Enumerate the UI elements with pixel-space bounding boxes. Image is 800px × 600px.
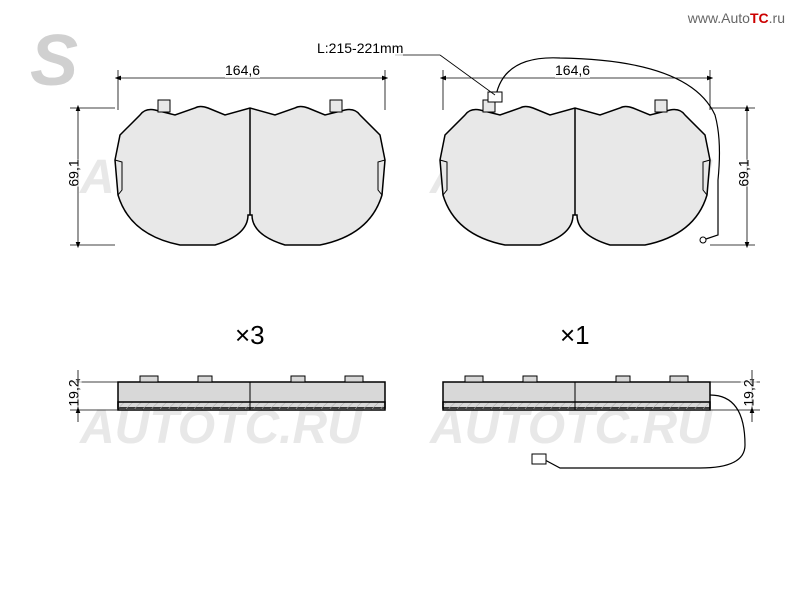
site-url: www.AutoTC.ru <box>688 10 785 26</box>
qty-right: ×1 <box>560 320 590 351</box>
url-tc: TC <box>750 10 769 26</box>
pad-right-side <box>443 376 745 468</box>
pad-left-front <box>115 100 385 245</box>
dim-height-right-label: 69,1 <box>736 159 752 186</box>
url-prefix: www. <box>688 10 721 26</box>
dim-width-left-label: 164,6 <box>225 62 260 78</box>
url-suffix: .ru <box>769 10 785 26</box>
dim-wire-length <box>395 55 495 95</box>
technical-drawing <box>0 0 800 600</box>
url-auto: Auto <box>721 10 750 26</box>
dim-wire-length-label: L:215-221mm <box>317 40 403 56</box>
qty-left: ×3 <box>235 320 265 351</box>
dim-width-right-label: 164,6 <box>555 62 590 78</box>
pad-left-side <box>118 376 385 410</box>
dim-height-left-label: 69,1 <box>66 159 82 186</box>
dim-thick-left-label: 19,2 <box>66 379 82 406</box>
dim-thick-right-label: 19,2 <box>741 379 757 406</box>
